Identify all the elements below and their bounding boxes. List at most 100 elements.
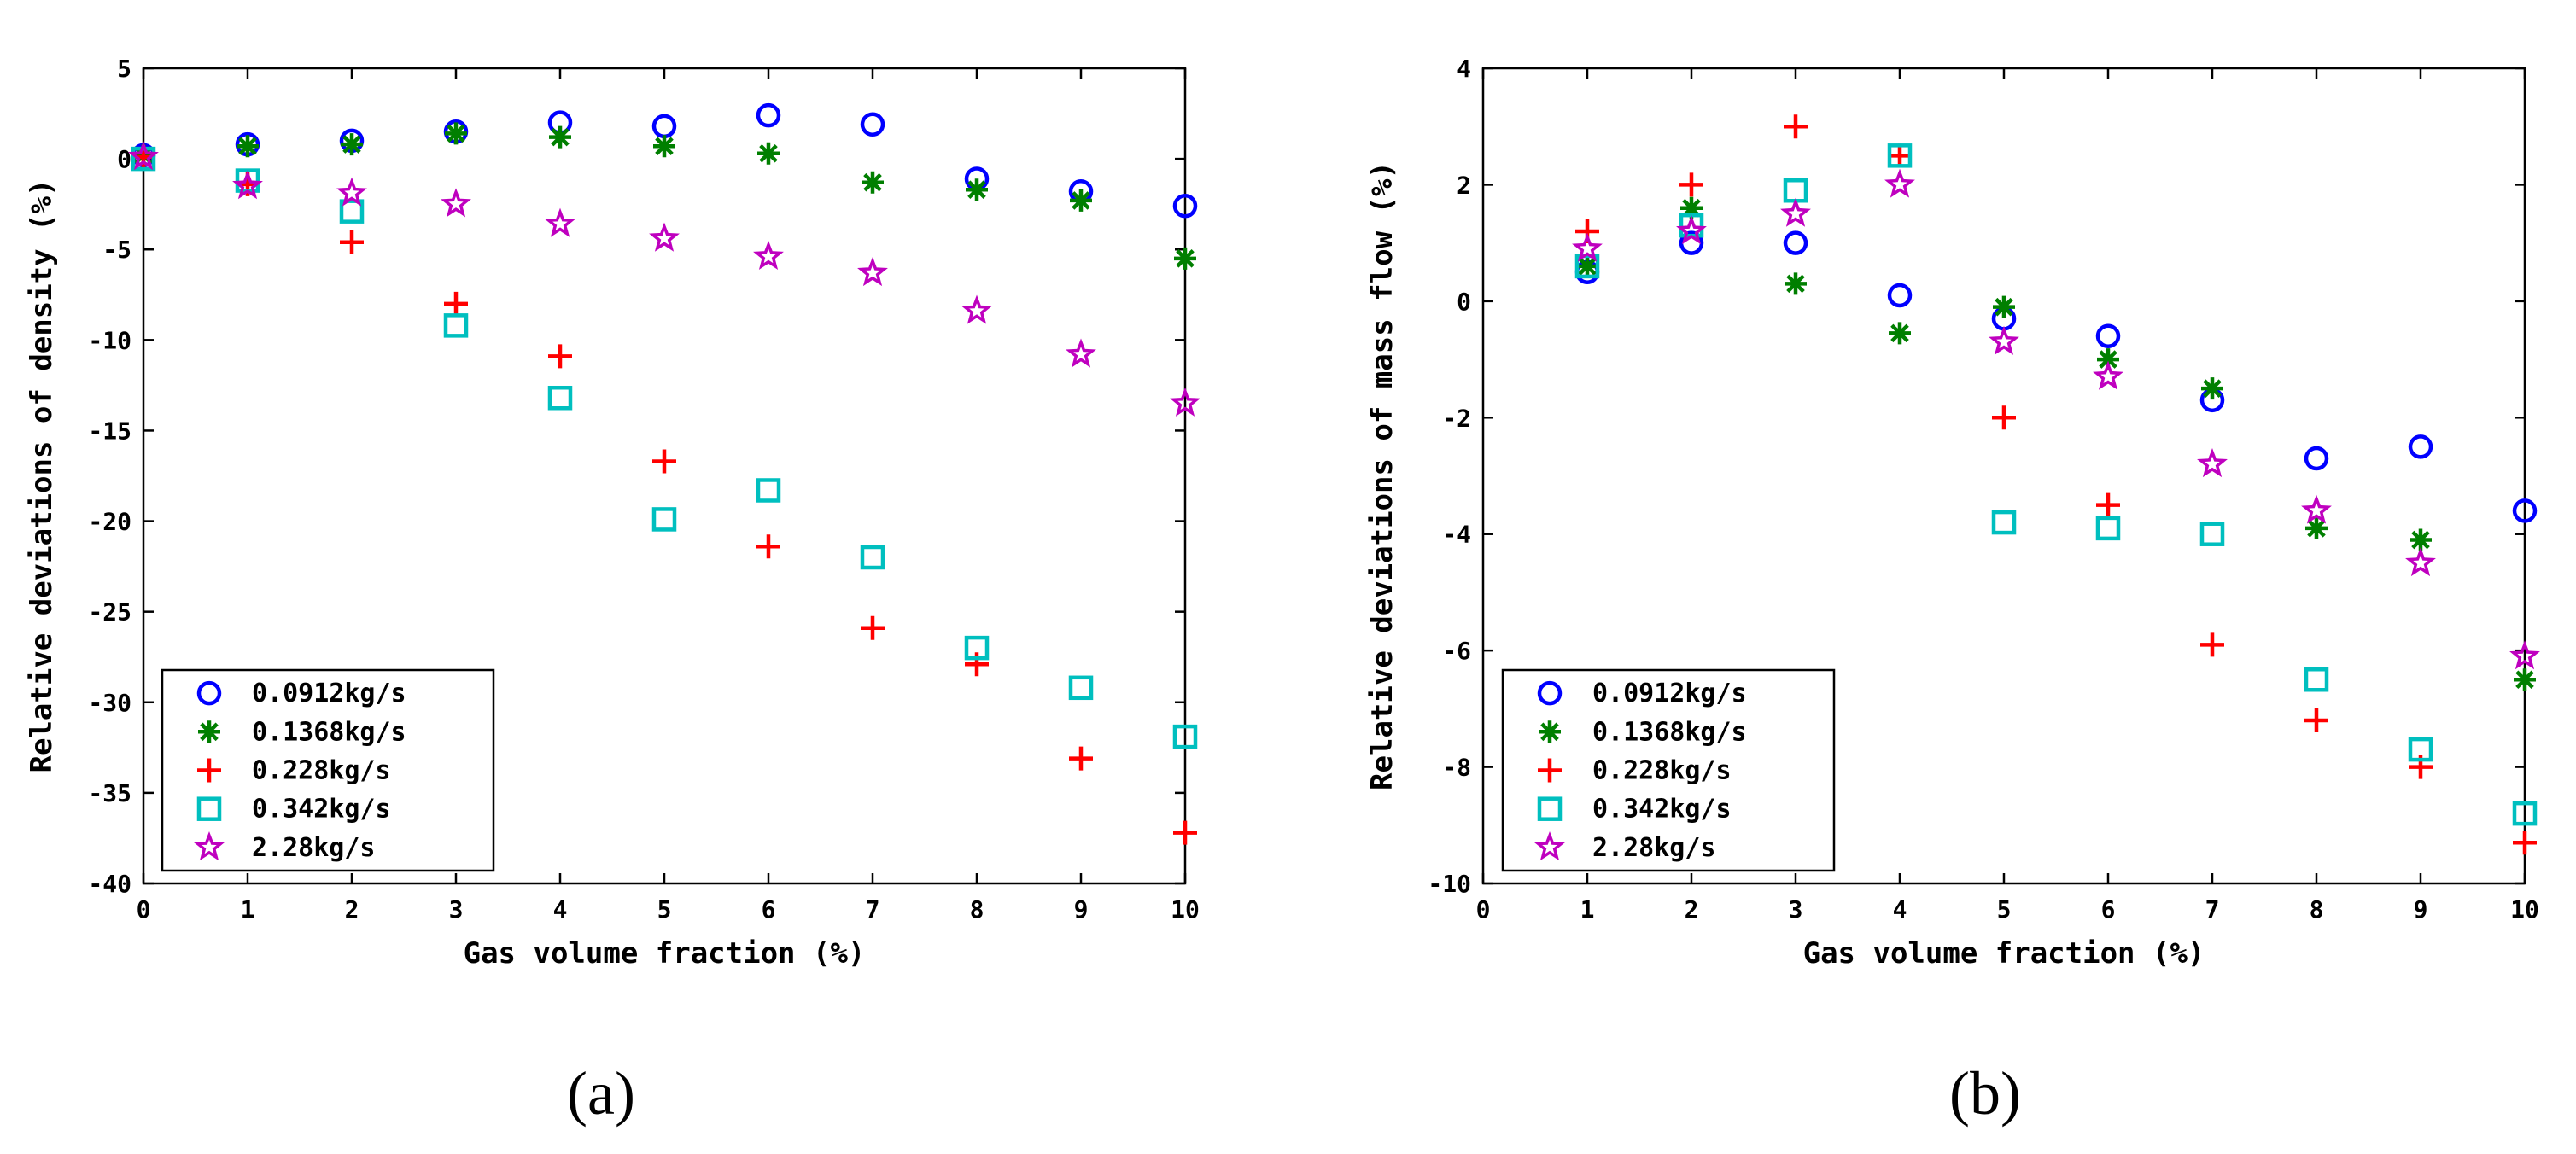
legend-label: 0.0912kg/s [1592, 679, 1747, 708]
series-2.28kg/s [1572, 168, 2540, 670]
data-point [2513, 831, 2537, 855]
y-tick-label: 0 [1457, 288, 1471, 316]
legend-label: 0.0912kg/s [252, 679, 406, 708]
legend-marker [1537, 796, 1563, 821]
x-axis-title: Gas volume fraction (%) [1803, 936, 2205, 970]
series-0.228kg/s [1575, 114, 2537, 855]
data-point [1576, 254, 1598, 277]
data-point [1676, 215, 1707, 245]
data-point [1170, 387, 1200, 417]
data-point [756, 478, 781, 503]
data-point [1172, 194, 1198, 219]
legend-marker [194, 831, 225, 861]
x-tick-label: 4 [1893, 895, 1907, 924]
y-tick-label: -25 [88, 598, 131, 627]
x-tick-label: 2 [345, 895, 359, 924]
data-point [444, 291, 468, 316]
x-tick-label: 0 [1476, 895, 1491, 924]
chart-panel-a: 0 1 2 3 4 5 6 7 8 9 10 -40 -35 -30 -25 -20 -15 -10 -5 0 5 Gas… [25, 55, 1200, 1128]
data-point [1993, 295, 2015, 318]
data-point [2197, 448, 2228, 478]
data-point [2093, 360, 2123, 390]
y-tick-label: -2 [1442, 404, 1471, 432]
panel-label: (b) [1949, 1059, 2021, 1128]
legend-marker [1539, 720, 1561, 743]
x-tick-label: 8 [2310, 895, 2324, 924]
series-0.342kg/s [131, 146, 1198, 749]
y-axis-title: Relative deviations of density (%) [25, 179, 59, 773]
legend-marker [198, 720, 220, 743]
y-tick-label: -5 [102, 236, 131, 264]
x-tick-label: 1 [241, 895, 255, 924]
y-tick-label: -8 [1442, 754, 1471, 782]
legend: 0.0912kg/s 0.1368kg/s 0.228kg/s 0.342kg/s 2.… [161, 668, 495, 872]
data-point [1992, 405, 2016, 430]
x-tick-label: 7 [866, 895, 880, 924]
data-point [1889, 322, 1911, 345]
x-tick-label: 3 [449, 895, 464, 924]
data-point [1574, 254, 1600, 279]
x-tick-label: 4 [553, 895, 568, 924]
data-point [1174, 247, 1196, 270]
legend-label: 0.228kg/s [252, 756, 391, 786]
x-tick-label: 0 [137, 895, 151, 924]
data-point [2408, 737, 2433, 762]
data-point [1680, 196, 1703, 219]
data-point [653, 135, 675, 158]
data-point [128, 141, 159, 171]
series-2.28kg/s [128, 141, 1200, 417]
legend: 0.0912kg/s 0.1368kg/s 0.228kg/s 0.342kg/s 2.… [1501, 668, 1836, 872]
x-tick-label: 5 [657, 895, 672, 924]
data-point [340, 230, 364, 254]
data-point [1068, 675, 1094, 701]
x-tick-label: 1 [1580, 895, 1595, 924]
data-point [2304, 667, 2329, 692]
legend-label: 0.342kg/s [252, 795, 391, 825]
data-point [756, 102, 781, 128]
data-point [1780, 197, 1811, 227]
data-point [860, 112, 885, 137]
legend-marker [1537, 680, 1563, 706]
y-tick-label: -35 [88, 779, 131, 807]
data-point [757, 142, 780, 165]
y-tick-label: -4 [1442, 521, 1471, 549]
x-tick-label: 9 [1074, 895, 1089, 924]
data-point [549, 125, 571, 149]
data-point [443, 313, 469, 338]
data-point [862, 171, 884, 194]
data-point [2512, 498, 2538, 523]
data-point [548, 344, 572, 369]
series-0.1368kg/s [1576, 196, 2536, 691]
data-point [649, 222, 680, 252]
data-point [1884, 168, 1915, 198]
data-point [964, 635, 990, 661]
y-tick-label: 4 [1457, 55, 1471, 83]
panel-label: (a) [567, 1059, 635, 1128]
data-point [1887, 143, 1913, 168]
data-point [1785, 272, 1807, 295]
data-point [1784, 114, 1808, 139]
y-tick-label: -30 [88, 689, 131, 717]
data-point [237, 135, 259, 158]
data-point [2096, 492, 2120, 517]
data-point [445, 122, 467, 145]
data-point [860, 545, 885, 570]
legend-label: 2.28kg/s [252, 833, 376, 863]
data-point [861, 615, 885, 640]
data-point [1887, 283, 1913, 308]
data-point [1888, 143, 1912, 168]
x-tick-label: 6 [2101, 895, 2116, 924]
y-tick-label: -15 [88, 417, 131, 445]
data-point [1679, 172, 1703, 197]
data-point [1991, 510, 2017, 535]
data-point [2304, 446, 2329, 471]
x-tick-label: 9 [2414, 895, 2428, 924]
data-point [1070, 189, 1092, 212]
data-point [2405, 546, 2436, 577]
y-tick-label: 0 [117, 145, 131, 173]
data-point [2200, 632, 2224, 657]
x-tick-label: 3 [1789, 895, 1803, 924]
data-point [2512, 801, 2538, 826]
data-point [2509, 640, 2540, 670]
